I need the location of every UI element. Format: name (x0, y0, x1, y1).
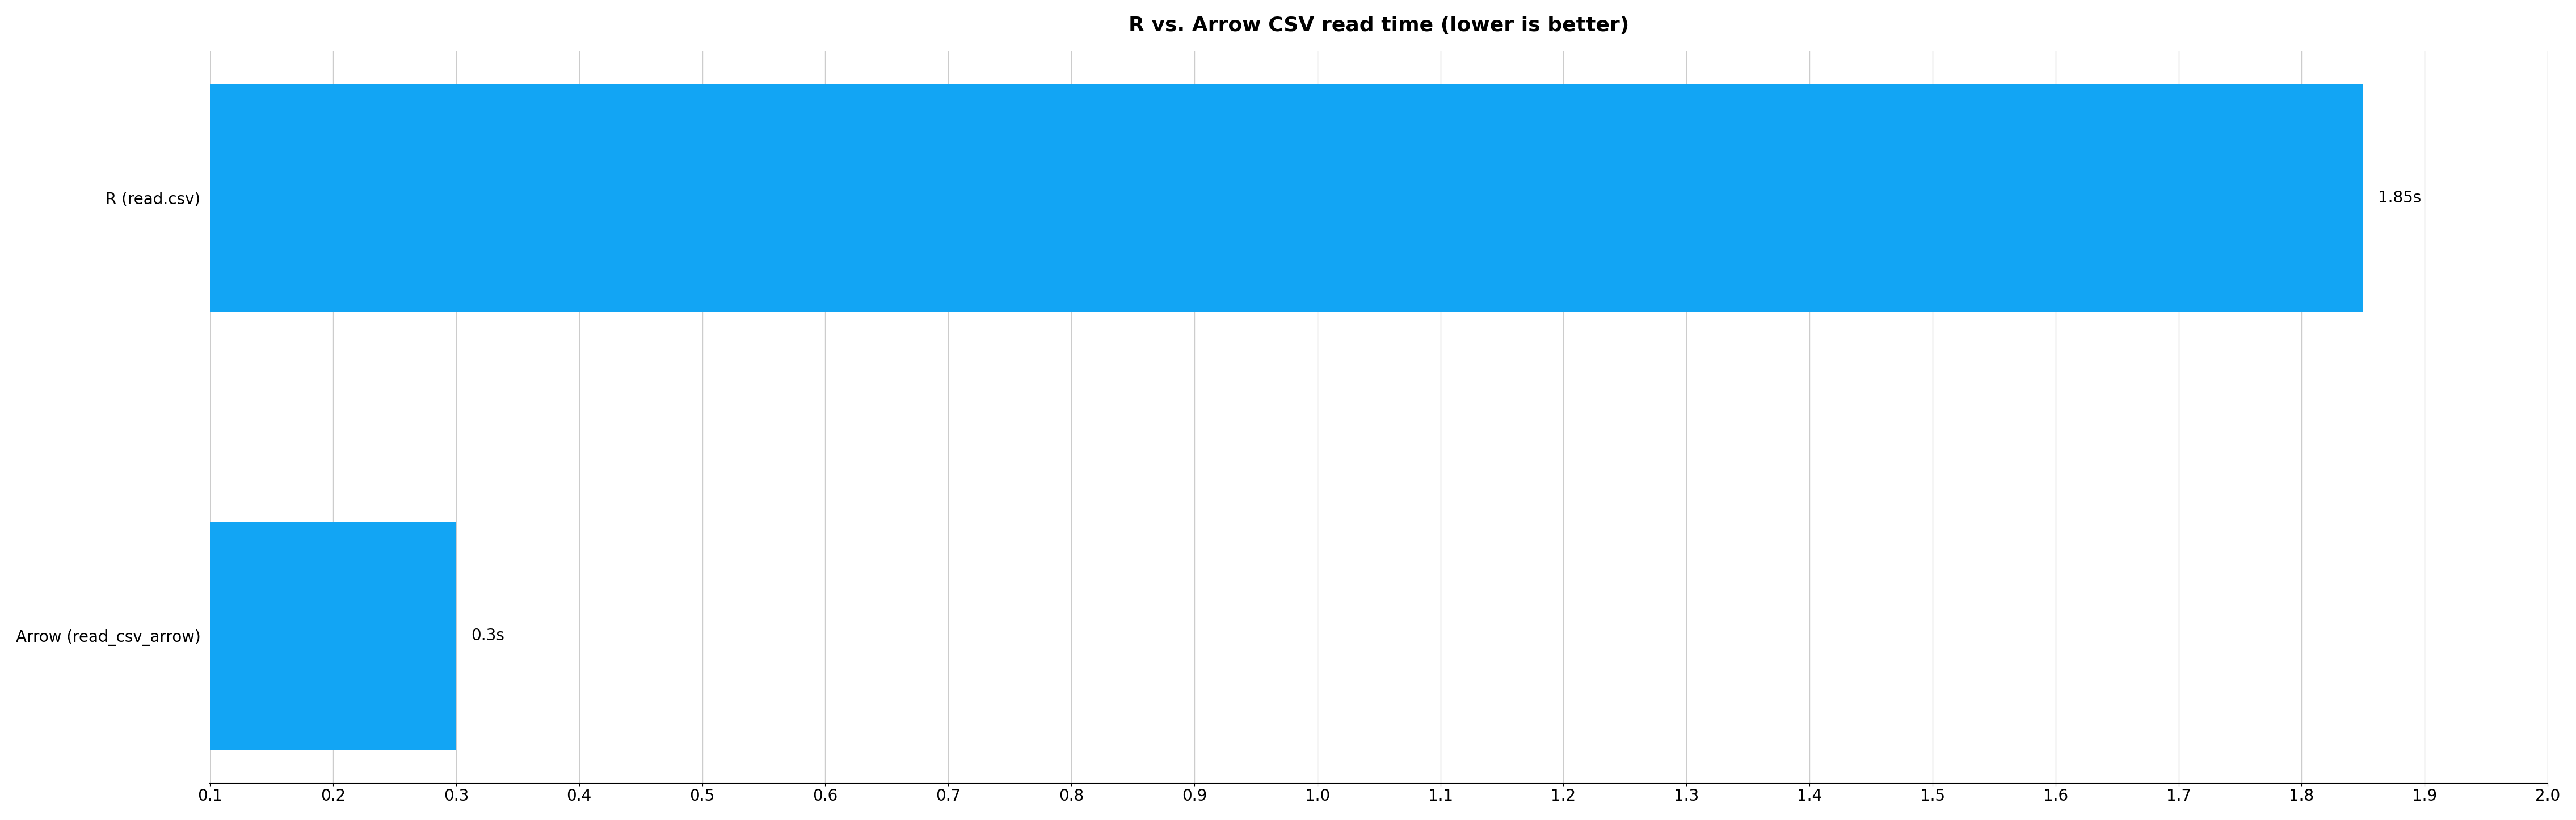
Title: R vs. Arrow CSV read time (lower is better): R vs. Arrow CSV read time (lower is bett… (1128, 16, 1628, 35)
Text: 1.85s: 1.85s (2378, 190, 2421, 206)
Bar (88, 84, 2362, 312)
Text: 0.3s: 0.3s (471, 628, 505, 644)
Bar (88, 522, 456, 749)
